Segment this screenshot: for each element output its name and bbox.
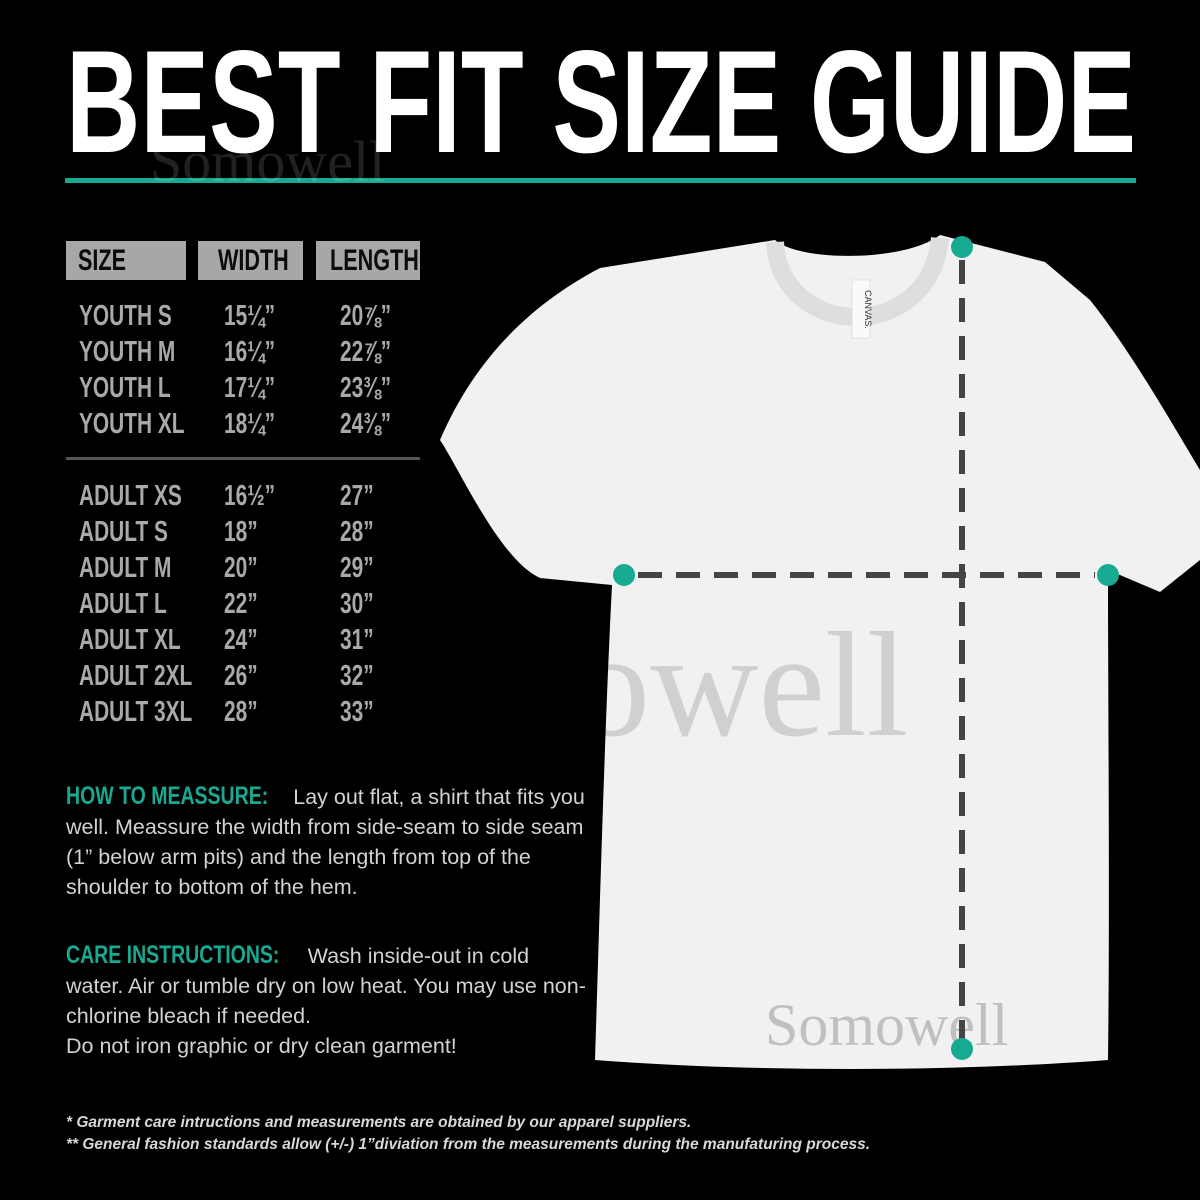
cell-length: 27” — [340, 480, 374, 512]
table-row: YOUTH XL 18¼” 24⅜” — [0, 406, 420, 442]
shirt-tag-text: CANVAS. — [863, 290, 873, 329]
header-width: WIDTH — [198, 241, 303, 280]
cell-size: ADULT L — [79, 588, 167, 620]
cell-size: ADULT M — [79, 552, 172, 584]
cell-size: ADULT 3XL — [79, 696, 193, 728]
how-to-measure: HOW TO MEASSURE: Lay out flat, a shirt t… — [66, 781, 586, 902]
cell-length: 31” — [340, 624, 374, 656]
measure-point-top — [951, 236, 973, 258]
care-instructions-note: Do not iron graphic or dry clean garment… — [66, 1034, 457, 1058]
cell-width: 18¼” — [224, 408, 276, 440]
footnote-1: * Garment care intructions and measureme… — [66, 1114, 692, 1131]
cell-size: YOUTH XL — [79, 408, 185, 440]
watermark-logo: Somowell — [300, 602, 908, 768]
cell-size: ADULT S — [79, 516, 168, 548]
table-row: YOUTH S 15¼” 20⅞” — [0, 298, 420, 334]
cell-width: 28” — [224, 696, 258, 728]
cell-size: YOUTH L — [79, 372, 171, 404]
table-row: ADULT XL 24” 31” — [0, 622, 420, 658]
how-to-measure-text: Lay out flat, a shirt that fits you well… — [66, 785, 585, 899]
cell-length: 20⅞” — [340, 300, 392, 332]
cell-length: 29” — [340, 552, 374, 584]
watermark-logo: Somowell — [150, 129, 386, 194]
table-row: ADULT S 18” 28” — [0, 514, 420, 550]
measure-point-right — [1097, 564, 1119, 586]
cell-length: 23⅜” — [340, 372, 392, 404]
cell-width: 20” — [224, 552, 258, 584]
table-row: ADULT XS 16½” 27” — [0, 478, 420, 514]
cell-width: 16½” — [224, 480, 276, 512]
title-underline — [65, 178, 1136, 183]
cell-width: 22” — [224, 588, 258, 620]
care-instructions-label: CARE INSTRUCTIONS: — [66, 941, 280, 969]
table-row: ADULT L 22” 30” — [0, 586, 420, 622]
how-to-measure-label: HOW TO MEASSURE: — [66, 782, 269, 810]
cell-width: 16¼” — [224, 336, 276, 368]
table-row: ADULT M 20” 29” — [0, 550, 420, 586]
cell-width: 18” — [224, 516, 258, 548]
tshirt-shape — [440, 235, 1200, 1069]
care-instructions-text: Wash inside-out in cold water. Air or tu… — [66, 944, 586, 1028]
table-row: YOUTH M 16¼” 22⅞” — [0, 334, 420, 370]
table-divider — [66, 457, 420, 460]
page-title: BEST FIT SIZE GUIDE — [66, 20, 1136, 183]
measure-point-left — [613, 564, 635, 586]
title-area: BEST FIT SIZE GUIDE — [65, 20, 1136, 183]
header-size: SIZE — [66, 241, 186, 280]
cell-length: 32” — [340, 660, 374, 692]
cell-length: 24⅜” — [340, 408, 392, 440]
footnote-2: ** General fashion standards allow (+/-)… — [66, 1136, 871, 1153]
care-instructions: CARE INSTRUCTIONS: Wash inside-out in co… — [66, 940, 586, 1061]
cell-length: 30” — [340, 588, 374, 620]
cell-size: ADULT XL — [79, 624, 181, 656]
cell-size: YOUTH S — [79, 300, 172, 332]
cell-length: 33” — [340, 696, 374, 728]
cell-width: 17¼” — [224, 372, 276, 404]
cell-length: 28” — [340, 516, 374, 548]
table-row: ADULT 3XL 28” 33” — [0, 694, 420, 730]
table-row: ADULT 2XL 26” 32” — [0, 658, 420, 694]
measure-point-bottom — [951, 1038, 973, 1060]
cell-width: 24” — [224, 624, 258, 656]
shirt-tag — [851, 279, 871, 339]
cell-length: 22⅞” — [340, 336, 392, 368]
cell-size: ADULT XS — [79, 480, 182, 512]
cell-size: YOUTH M — [79, 336, 176, 368]
header-length: LENGTH — [316, 241, 420, 280]
cell-width: 15¼” — [224, 300, 276, 332]
cell-width: 26” — [224, 660, 258, 692]
table-row: YOUTH L 17¼” 23⅜” — [0, 370, 420, 406]
cell-size: ADULT 2XL — [79, 660, 193, 692]
